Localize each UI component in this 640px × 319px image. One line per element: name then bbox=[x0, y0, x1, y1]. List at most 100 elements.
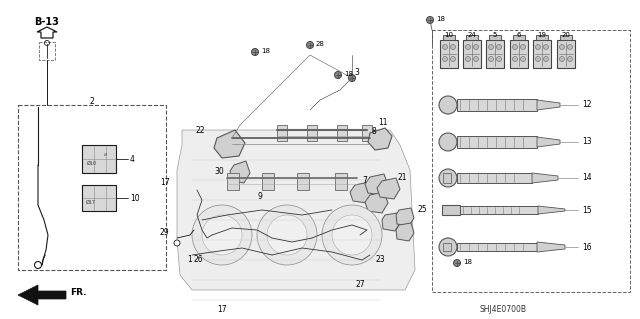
Circle shape bbox=[335, 71, 342, 78]
Circle shape bbox=[513, 56, 518, 62]
Circle shape bbox=[307, 41, 314, 48]
Circle shape bbox=[174, 240, 180, 246]
Polygon shape bbox=[37, 27, 57, 38]
Bar bbox=[440, 40, 458, 68]
Text: FR.: FR. bbox=[70, 288, 86, 297]
Circle shape bbox=[252, 48, 259, 56]
Polygon shape bbox=[177, 130, 415, 290]
Bar bbox=[457, 99, 537, 111]
Circle shape bbox=[568, 44, 573, 49]
Text: 19: 19 bbox=[538, 32, 547, 38]
Polygon shape bbox=[262, 173, 274, 190]
Circle shape bbox=[451, 44, 456, 49]
Circle shape bbox=[332, 215, 372, 255]
Text: 14: 14 bbox=[582, 173, 591, 182]
Bar bbox=[466, 35, 478, 40]
Polygon shape bbox=[365, 174, 388, 195]
Text: 5: 5 bbox=[493, 32, 497, 38]
Bar bbox=[457, 173, 532, 183]
Bar bbox=[432, 30, 630, 292]
Circle shape bbox=[257, 205, 317, 265]
Bar bbox=[560, 35, 572, 40]
Circle shape bbox=[439, 133, 457, 151]
Text: Ø: Ø bbox=[104, 153, 108, 157]
Bar bbox=[82, 145, 116, 173]
Text: 26: 26 bbox=[194, 255, 204, 264]
Polygon shape bbox=[382, 213, 400, 231]
Bar bbox=[457, 243, 537, 251]
Text: Ø17: Ø17 bbox=[86, 200, 96, 205]
Polygon shape bbox=[335, 173, 347, 190]
Circle shape bbox=[568, 56, 573, 62]
Circle shape bbox=[520, 56, 525, 62]
Bar bbox=[39, 42, 55, 60]
Text: 2: 2 bbox=[90, 97, 94, 106]
Text: 18: 18 bbox=[261, 48, 270, 54]
Circle shape bbox=[497, 44, 502, 49]
Bar bbox=[510, 40, 528, 68]
Text: 8: 8 bbox=[372, 127, 377, 136]
Circle shape bbox=[520, 44, 525, 49]
Circle shape bbox=[35, 262, 42, 269]
Circle shape bbox=[439, 96, 457, 114]
Circle shape bbox=[442, 44, 447, 49]
Bar bbox=[443, 35, 455, 40]
Circle shape bbox=[559, 44, 564, 49]
Bar bbox=[486, 40, 504, 68]
Bar bbox=[443, 173, 451, 183]
Text: 30: 30 bbox=[214, 167, 224, 176]
Circle shape bbox=[267, 215, 307, 255]
Text: 10: 10 bbox=[445, 32, 454, 38]
Bar bbox=[557, 40, 575, 68]
Circle shape bbox=[322, 205, 382, 265]
Circle shape bbox=[488, 56, 493, 62]
Text: 16: 16 bbox=[582, 243, 591, 252]
Circle shape bbox=[465, 44, 470, 49]
Text: 9: 9 bbox=[257, 192, 262, 201]
Bar bbox=[513, 35, 525, 40]
Text: 1: 1 bbox=[187, 255, 192, 264]
Bar bbox=[442, 205, 460, 215]
Text: 11: 11 bbox=[378, 118, 387, 127]
Circle shape bbox=[474, 44, 479, 49]
Polygon shape bbox=[277, 125, 287, 141]
Text: 15: 15 bbox=[582, 206, 591, 215]
Circle shape bbox=[439, 238, 457, 256]
Circle shape bbox=[497, 56, 502, 62]
Polygon shape bbox=[337, 125, 347, 141]
Polygon shape bbox=[537, 137, 560, 147]
Circle shape bbox=[536, 56, 541, 62]
Polygon shape bbox=[538, 206, 565, 214]
Text: 24: 24 bbox=[468, 32, 476, 38]
Polygon shape bbox=[350, 182, 373, 203]
Circle shape bbox=[439, 169, 457, 187]
Circle shape bbox=[442, 56, 447, 62]
Bar bbox=[443, 243, 451, 251]
Text: 17: 17 bbox=[160, 178, 170, 187]
Text: 21: 21 bbox=[398, 173, 408, 182]
Circle shape bbox=[349, 75, 355, 81]
Text: 10: 10 bbox=[130, 194, 140, 203]
Polygon shape bbox=[537, 100, 560, 110]
Polygon shape bbox=[230, 161, 250, 183]
Bar bbox=[536, 35, 548, 40]
Polygon shape bbox=[368, 128, 392, 150]
Polygon shape bbox=[297, 173, 309, 190]
Polygon shape bbox=[18, 285, 66, 305]
Text: 27: 27 bbox=[355, 280, 365, 289]
Polygon shape bbox=[362, 125, 372, 141]
Text: 29: 29 bbox=[160, 228, 170, 237]
Bar bbox=[457, 136, 537, 148]
Circle shape bbox=[543, 56, 548, 62]
Text: 12: 12 bbox=[582, 100, 591, 109]
Text: 18: 18 bbox=[463, 259, 472, 265]
Circle shape bbox=[536, 44, 541, 49]
Circle shape bbox=[426, 17, 433, 24]
Text: 22: 22 bbox=[195, 126, 205, 135]
Circle shape bbox=[202, 215, 242, 255]
Polygon shape bbox=[307, 125, 317, 141]
Text: 7: 7 bbox=[362, 176, 367, 185]
Text: SHJ4E0700B: SHJ4E0700B bbox=[480, 305, 527, 314]
Text: 25: 25 bbox=[417, 205, 427, 214]
Circle shape bbox=[543, 44, 548, 49]
